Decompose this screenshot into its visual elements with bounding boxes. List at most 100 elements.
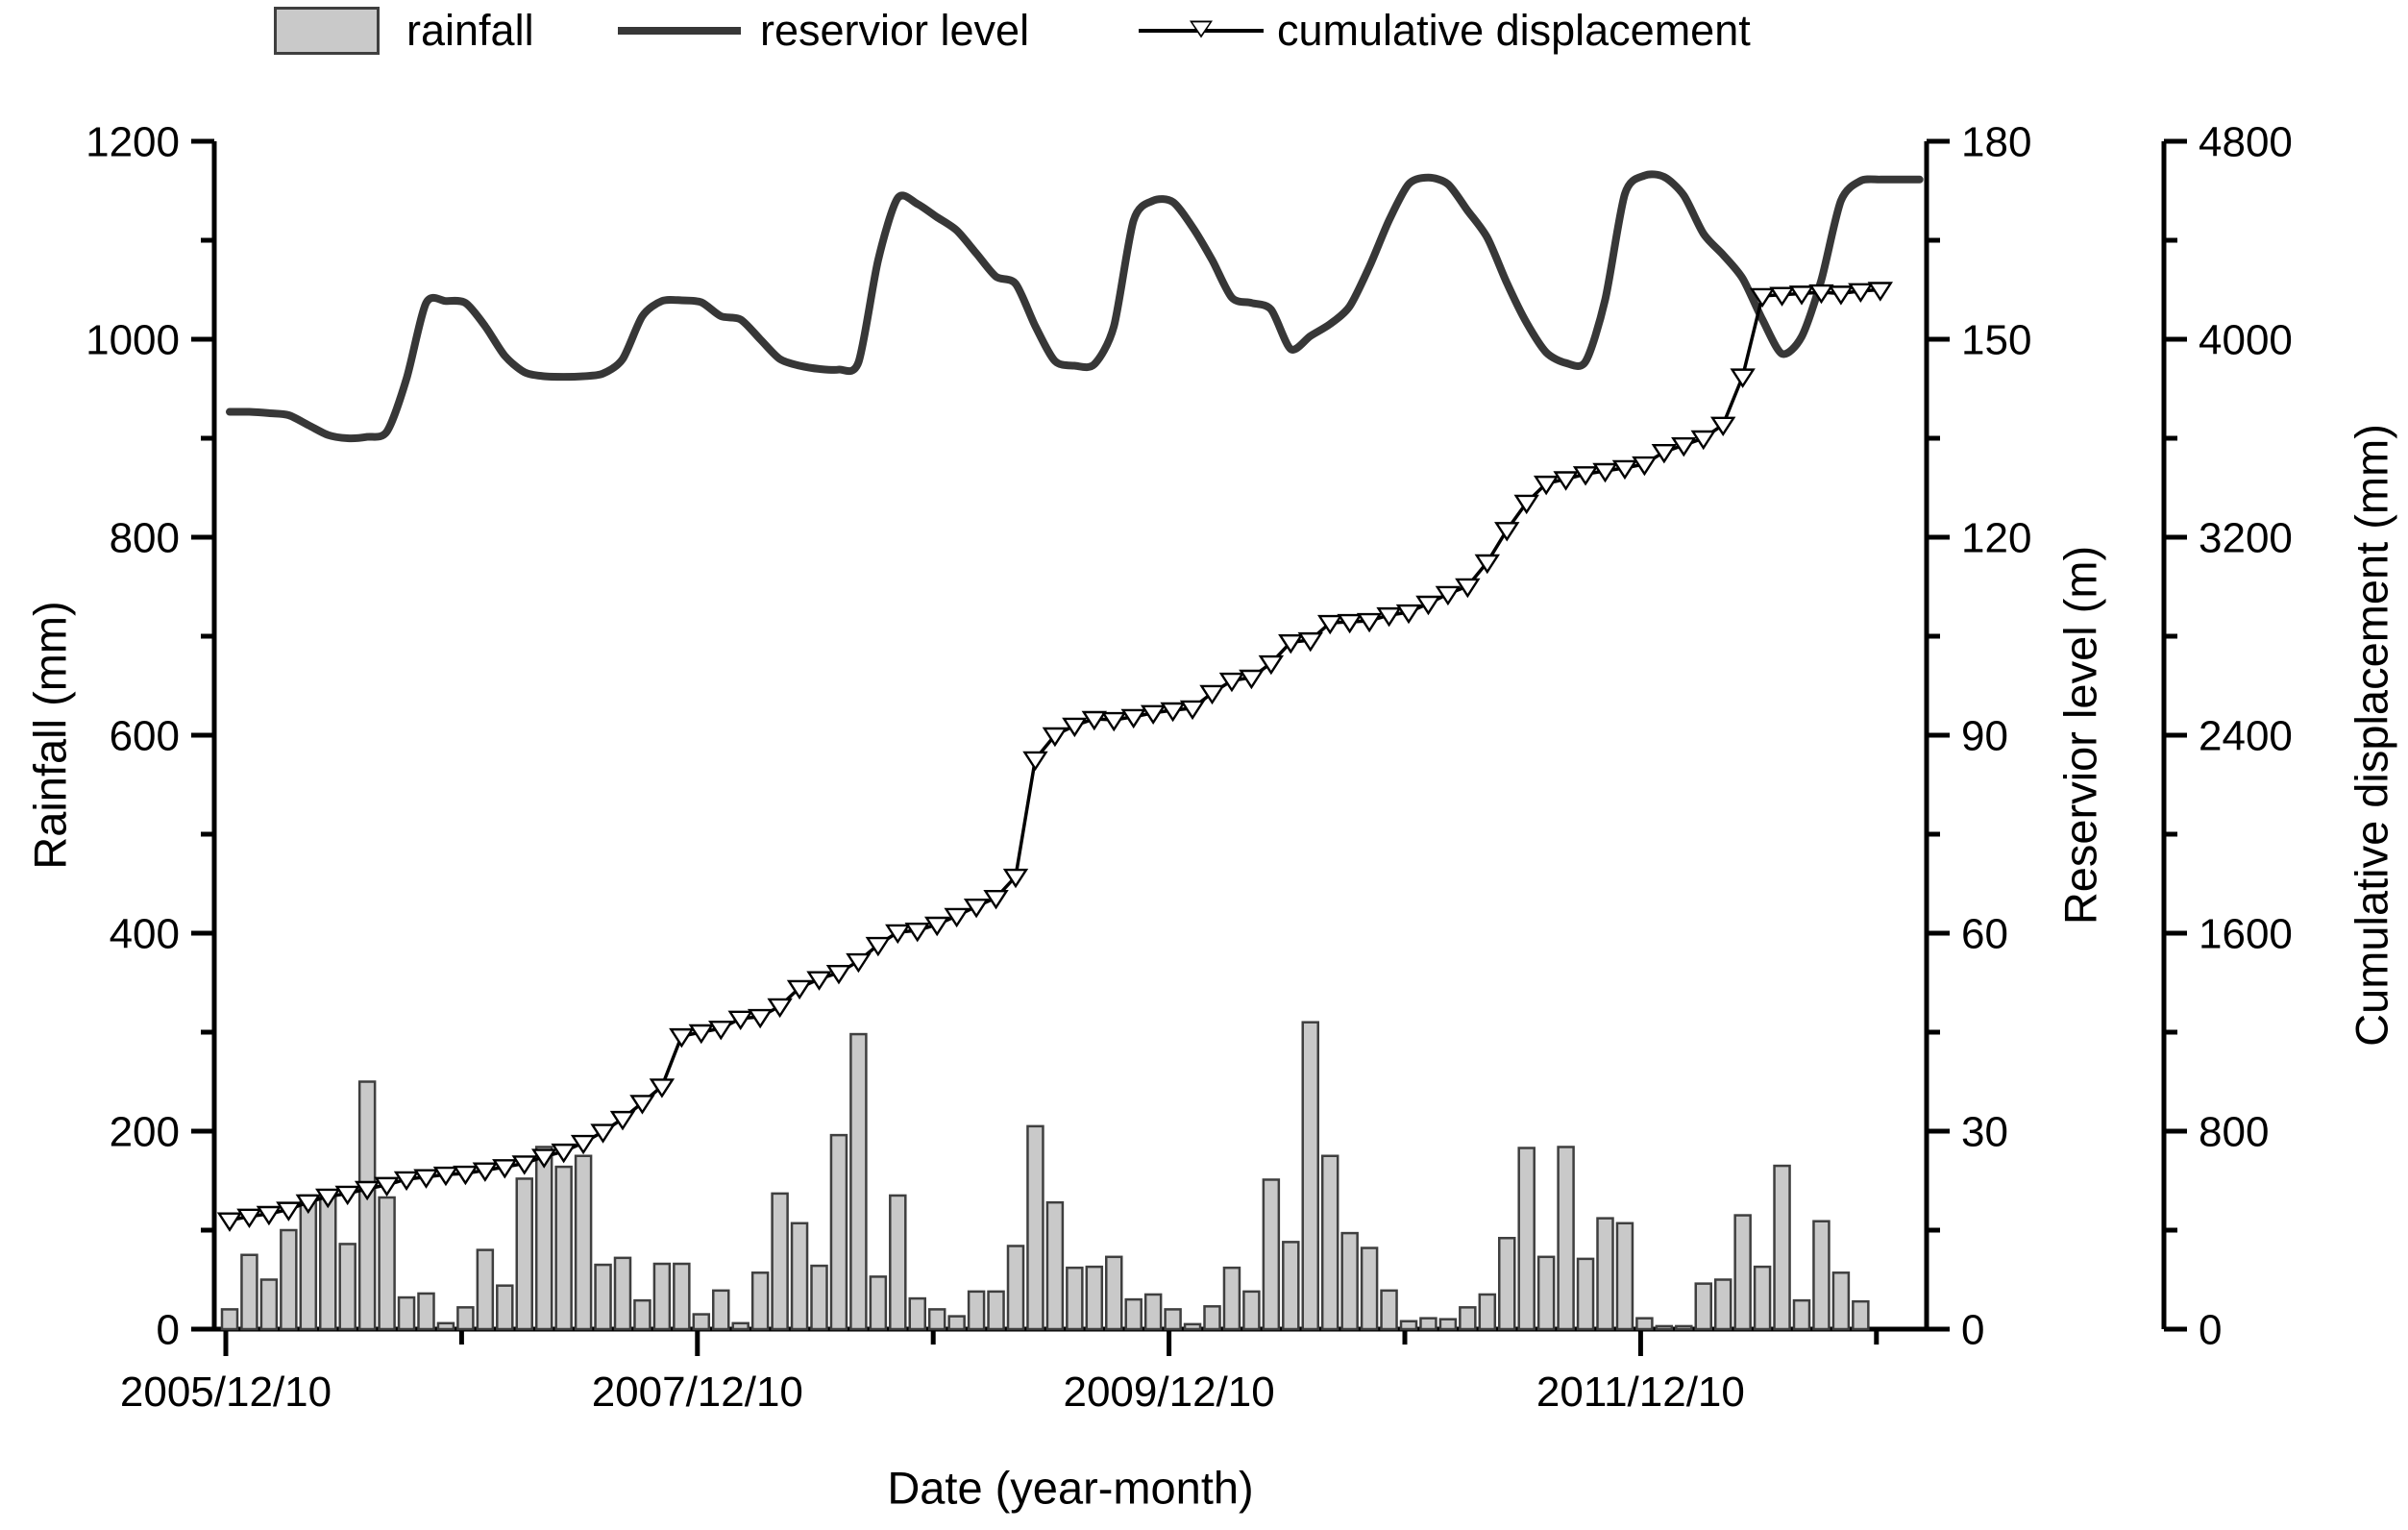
y-axis-rainfall-tick-label: 1000 (86, 316, 180, 363)
rainfall-bar (1006, 1245, 1025, 1331)
y-axis-displacement-tick-label: 3200 (2199, 514, 2293, 561)
displacement-marker-icon (1494, 522, 1520, 542)
rainfall-bar (967, 1290, 986, 1331)
rainfall-bar (357, 1080, 377, 1331)
displacement-marker-icon (904, 922, 930, 943)
rainfall-bar (829, 1133, 848, 1331)
displacement-marker-icon (276, 1201, 302, 1222)
displacement-marker-icon (315, 1188, 341, 1209)
rainfall-bar (673, 1262, 691, 1331)
rainfall-bar (1596, 1217, 1614, 1331)
rainfall-bar (771, 1192, 789, 1331)
legend-label-rainfall: rainfall (406, 6, 534, 55)
rainfall-bar (417, 1292, 435, 1331)
displacement-marker-icon (1002, 868, 1029, 889)
displacement-marker-icon (216, 1212, 243, 1232)
rainfall-bar (240, 1253, 258, 1331)
displacement-marker-icon (846, 952, 872, 974)
displacement-marker-icon (570, 1134, 597, 1155)
rainfall-bar (927, 1308, 946, 1331)
rainfall-bar (1143, 1293, 1163, 1331)
rainfall-bar (947, 1315, 966, 1331)
displacement-marker-icon (1258, 654, 1285, 676)
displacement-marker-icon (1239, 669, 1265, 690)
displacement-marker-icon (334, 1185, 360, 1206)
rainfall-bar (259, 1278, 279, 1331)
rainfall-bar (456, 1306, 475, 1331)
legend: rainfall reservior level cumulative disp… (0, 0, 2408, 62)
y-axis-rainfall-tick-label: 800 (110, 514, 180, 561)
rainfall-bar (908, 1296, 926, 1331)
displacement-marker-icon (1690, 430, 1716, 451)
x-axis-tick-label: 2005/12/10 (120, 1369, 332, 1416)
rainfall-bar (1459, 1306, 1477, 1331)
y-axis-displacement-tick-label: 800 (2199, 1108, 2269, 1155)
x-axis: 2005/12/10 2007/12/10 2009/12/10 2011/12/10 (120, 1326, 1927, 1416)
rainfall-bar (810, 1264, 828, 1331)
rainfall-bar (1733, 1214, 1752, 1331)
legend-label-reservoir-level: reservior level (760, 6, 1030, 55)
displacement-marker-icon (1632, 456, 1658, 477)
displacement-marker-icon (1769, 286, 1795, 307)
reservoir-line-swatch-icon (618, 27, 741, 35)
rainfall-bar (1380, 1289, 1398, 1331)
displacement-marker-icon (1533, 475, 1560, 496)
displacement-marker-icon (1042, 727, 1069, 748)
displacement-marker-icon (1867, 282, 1894, 302)
rainfall-bar (849, 1032, 868, 1331)
rainfall-bar (1183, 1322, 1202, 1331)
rainfall-bar (613, 1256, 632, 1331)
displacement-marker-icon (1553, 471, 1579, 491)
displacement-marker-icon (727, 1010, 753, 1031)
x-axis-tick-label: 2009/12/10 (1063, 1369, 1274, 1416)
x-axis-tick-label: 2007/12/10 (592, 1369, 803, 1416)
rainfall-bar (1517, 1147, 1536, 1331)
rainfall-bar (1262, 1178, 1281, 1331)
displacement-marker-icon (1120, 708, 1146, 729)
y-axis-reservoir-tick-label: 60 (1961, 910, 2008, 957)
displacement-marker-icon (806, 971, 832, 991)
displacement-marker-icon (963, 898, 990, 919)
rainfall-bar (1635, 1317, 1654, 1331)
rainfall-bar (534, 1146, 553, 1331)
displacement-marker-icon (767, 998, 793, 1019)
rainfall-bar (712, 1289, 730, 1331)
y-axis-rainfall-tick-label: 400 (110, 910, 180, 957)
displacement-marker-icon (1435, 585, 1462, 606)
rainfall-bar (1164, 1308, 1182, 1331)
rainfall-bar (731, 1321, 749, 1331)
rainfall-bar (1045, 1200, 1065, 1331)
displacement-marker-icon (1199, 684, 1225, 705)
y-axis-reservoir-tick-label: 30 (1961, 1108, 2008, 1155)
rainfall-bar (869, 1275, 888, 1331)
displacement-marker-icon (688, 1024, 715, 1045)
displacement-marker-icon (649, 1078, 676, 1098)
rainfall-bar (594, 1263, 612, 1331)
y-axis-reservoir-tick-label: 120 (1961, 514, 2031, 561)
rainfall-bar (1438, 1318, 1458, 1331)
y-axis-rainfall-tick-label: 200 (110, 1108, 180, 1155)
rainfall-swatch-icon (274, 7, 380, 55)
displacement-marker-icon (530, 1148, 557, 1169)
rainfall-bar (790, 1222, 809, 1331)
displacement-marker-icon (472, 1162, 499, 1182)
displacement-marker-icon (413, 1169, 439, 1189)
displacement-marker-icon (825, 965, 852, 985)
rainfall-bar (652, 1262, 672, 1331)
rainfall-bar (1399, 1320, 1418, 1331)
displacement-marker-icon (747, 1008, 774, 1029)
rainfall-bar (397, 1296, 416, 1331)
rainfall-bar (1026, 1124, 1044, 1331)
rainfall-bar (692, 1313, 711, 1331)
rainfall-bar (889, 1194, 907, 1331)
displacement-marker-icon (453, 1165, 479, 1186)
rainfall-bar (1360, 1246, 1379, 1331)
displacement-marker-icon (708, 1020, 734, 1041)
displacement-marker-icon (1730, 368, 1756, 388)
rainfall-bar (1753, 1265, 1772, 1331)
displacement-marker-icon (1848, 283, 1874, 303)
y-axis-displacement-tick-label: 4000 (2199, 316, 2293, 363)
y-axis-title-reservoir: Reservior level (m) (2054, 545, 2106, 925)
y-axis-reservoir-tick-label: 90 (1961, 712, 2008, 759)
rainfall-bar (1852, 1299, 1870, 1331)
